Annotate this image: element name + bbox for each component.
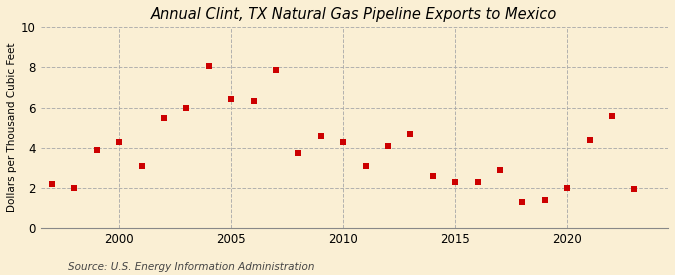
Point (472, 180, 483, 184)
Point (159, 116, 169, 120)
Point (293, 151, 304, 155)
Point (91, 148, 102, 152)
Point (427, 174, 438, 178)
Point (248, 98, 259, 103)
Point (517, 200, 528, 204)
Point (338, 140, 349, 144)
Point (383, 144, 394, 148)
Point (405, 131, 416, 136)
Point (271, 68, 281, 73)
Point (114, 140, 125, 144)
Point (607, 114, 618, 118)
Y-axis label: Dollars per Thousand Cubic Feet: Dollars per Thousand Cubic Feet (7, 43, 17, 213)
Point (585, 138, 595, 142)
Point (69, 186, 80, 190)
Point (539, 198, 550, 202)
Point (495, 168, 506, 172)
Point (629, 187, 640, 191)
Text: Source: U.S. Energy Information Administration: Source: U.S. Energy Information Administ… (68, 262, 314, 272)
Title: Annual Clint, TX Natural Gas Pipeline Exports to Mexico: Annual Clint, TX Natural Gas Pipeline Ex… (151, 7, 558, 22)
Point (315, 134, 326, 138)
Point (47, 182, 57, 186)
Point (203, 64, 214, 69)
Point (562, 186, 572, 190)
Point (360, 164, 371, 168)
Point (450, 180, 460, 184)
Point (136, 164, 147, 168)
Point (181, 105, 192, 110)
Point (226, 97, 237, 101)
